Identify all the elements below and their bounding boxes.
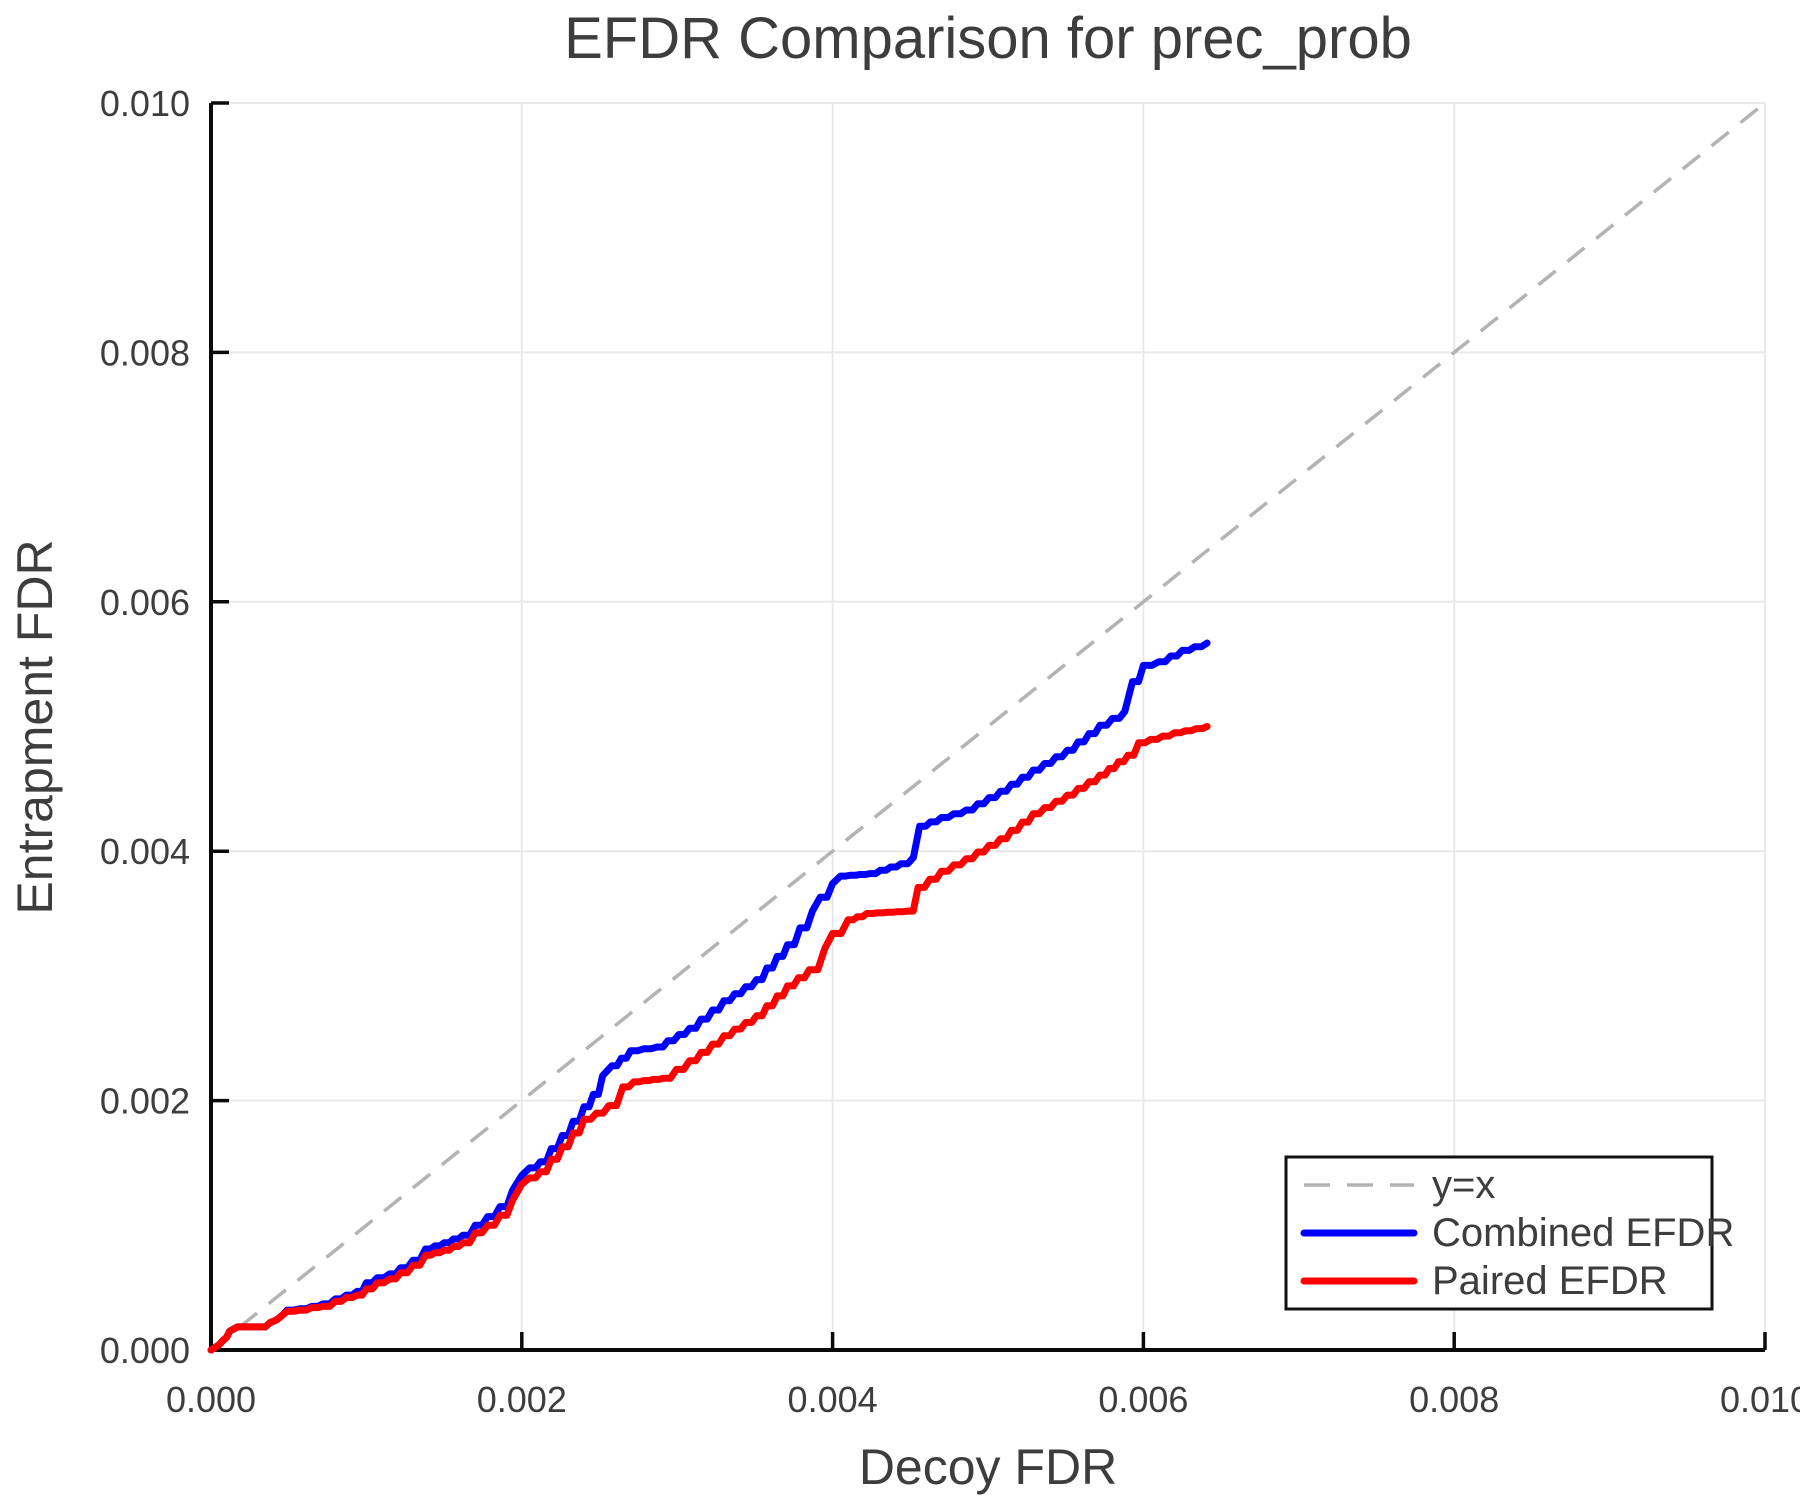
- y-tick-label: 0.002: [100, 1081, 190, 1122]
- legend: y=x Combined EFDR Paired EFDR: [1284, 1155, 1734, 1311]
- paired-efdr-line: [207, 723, 1211, 1354]
- x-tick-label: 0.000: [166, 1379, 256, 1420]
- gridlines: [211, 102, 1766, 1350]
- x-tick-label: 0.006: [1098, 1379, 1188, 1420]
- y-tick-label: 0.000: [100, 1330, 190, 1371]
- y-tick-label: 0.008: [100, 332, 190, 373]
- axes-spines: [209, 103, 1765, 1352]
- x-axis-label: Decoy FDR: [859, 1439, 1117, 1495]
- x-tick-label: 0.004: [788, 1379, 878, 1420]
- y-axis-label: Entrapment FDR: [7, 539, 63, 914]
- axis-tick-labels: 0.000 0.002 0.004 0.006 0.008 0.010 0.000 0.002…: [100, 83, 1800, 1420]
- y-tick-label: 0.006: [100, 582, 190, 623]
- y-tick-label: 0.004: [100, 831, 190, 872]
- y-tick-label: 0.010: [100, 83, 190, 124]
- legend-label-combined: Combined EFDR: [1432, 1211, 1734, 1255]
- x-tick-label: 0.008: [1409, 1379, 1499, 1420]
- legend-label-paired: Paired EFDR: [1432, 1259, 1668, 1303]
- x-tick-label: 0.002: [477, 1379, 567, 1420]
- legend-label-identity: y=x: [1432, 1163, 1495, 1207]
- combined-efdr-line: [207, 639, 1211, 1354]
- chart-title: EFDR Comparison for prec_prob: [564, 6, 1412, 71]
- x-tick-label: 0.010: [1720, 1379, 1800, 1420]
